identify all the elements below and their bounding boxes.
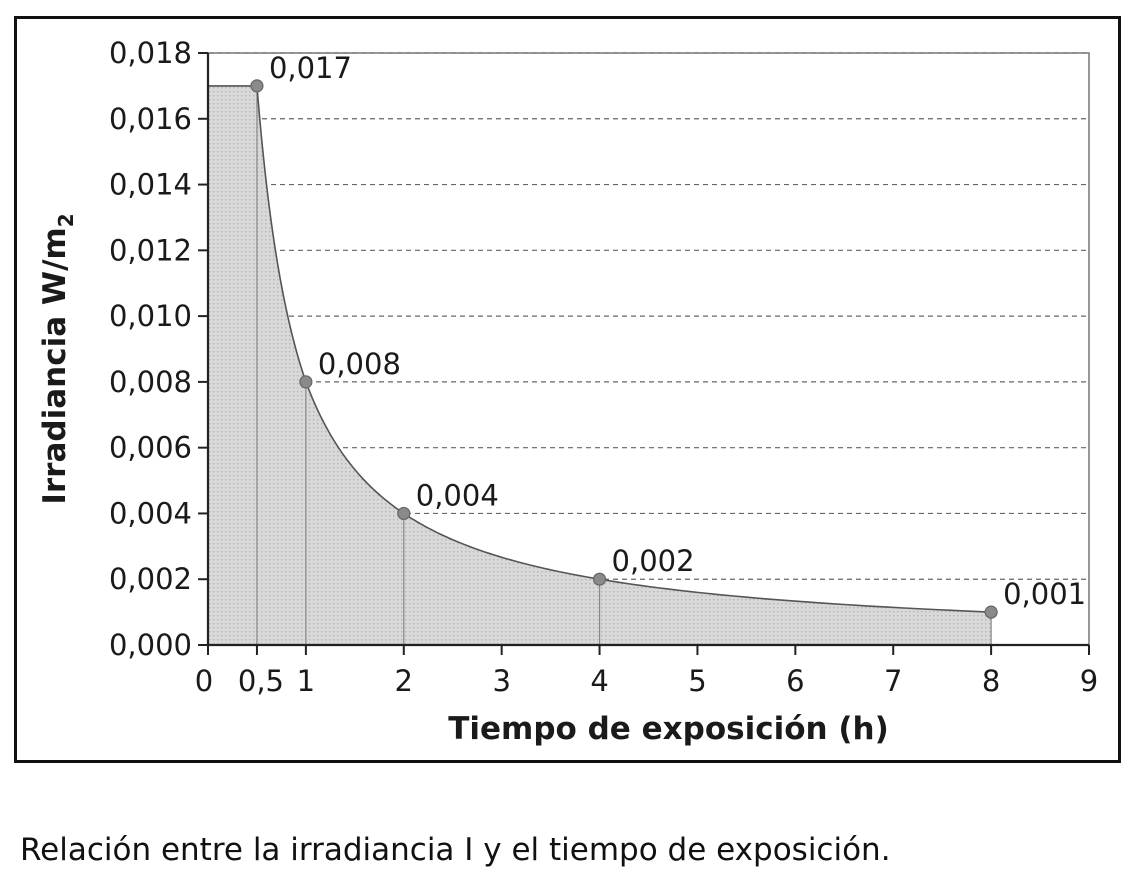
y-axis-title-subscript: 2: [54, 213, 78, 227]
x-tick-label: 0,5: [238, 664, 284, 698]
data-point-label: 0,004: [416, 478, 499, 512]
x-axis-title: Tiempo de exposición (h): [448, 711, 889, 747]
y-tick-label: 0,008: [109, 365, 192, 399]
tick-labels-layer: 0,000 0,002 0,004 0,006 0,008 0,010 0,012 0,014…: [109, 36, 1098, 698]
data-point-marker: [397, 506, 411, 521]
chart-frame: 0,017 0,008 0,004 0,002 0,001 0,000 0,002 0,00…: [14, 16, 1121, 763]
area-fill: [208, 85, 992, 645]
y-tick-label: 0,004: [109, 496, 192, 530]
axes-layer: [198, 52, 1090, 655]
data-point-marker: [984, 605, 998, 619]
x-tick-label: 0: [195, 664, 213, 698]
data-point-label: 0,017: [269, 51, 352, 85]
data-point-marker: [592, 572, 607, 586]
drop-lines: [256, 85, 992, 645]
x-tick-label: 6: [786, 664, 804, 698]
area-layer: [208, 85, 992, 645]
y-tick-label: 0,018: [109, 36, 192, 70]
y-tick-label: 0,012: [109, 233, 192, 267]
y-tick-label: 0,002: [109, 562, 192, 596]
y-tick-label: 0,014: [109, 168, 192, 202]
figure-caption: Relación entre la irradiancia I y el tie…: [20, 832, 891, 868]
x-tick-label: 1: [297, 664, 315, 698]
y-axis-title-text: Irradiancia W/m: [37, 227, 73, 504]
y-axis-title: Irradiancia W/m2: [37, 213, 78, 504]
x-tick-label: 9: [1080, 664, 1098, 698]
x-tick-label: 8: [982, 664, 1000, 698]
data-point-marker: [299, 375, 313, 389]
x-tick-label: 3: [492, 664, 510, 698]
y-tick-label: 0,016: [109, 102, 192, 136]
data-labels-layer: 0,017 0,008 0,004 0,002 0,001: [269, 51, 1086, 611]
data-point-label: 0,001: [1003, 577, 1086, 611]
x-tick-label: 2: [395, 664, 413, 698]
x-tick-label: 5: [688, 664, 706, 698]
y-tick-label: 0,010: [109, 299, 192, 333]
data-point-marker: [250, 79, 264, 93]
x-tick-label: 7: [884, 664, 902, 698]
data-point-label: 0,008: [318, 347, 401, 381]
y-tick-label: 0,000: [109, 628, 192, 662]
x-tick-label: 4: [590, 664, 608, 698]
y-tick-label: 0,006: [109, 431, 192, 465]
markers-layer: [250, 79, 998, 619]
data-point-label: 0,002: [612, 544, 695, 578]
